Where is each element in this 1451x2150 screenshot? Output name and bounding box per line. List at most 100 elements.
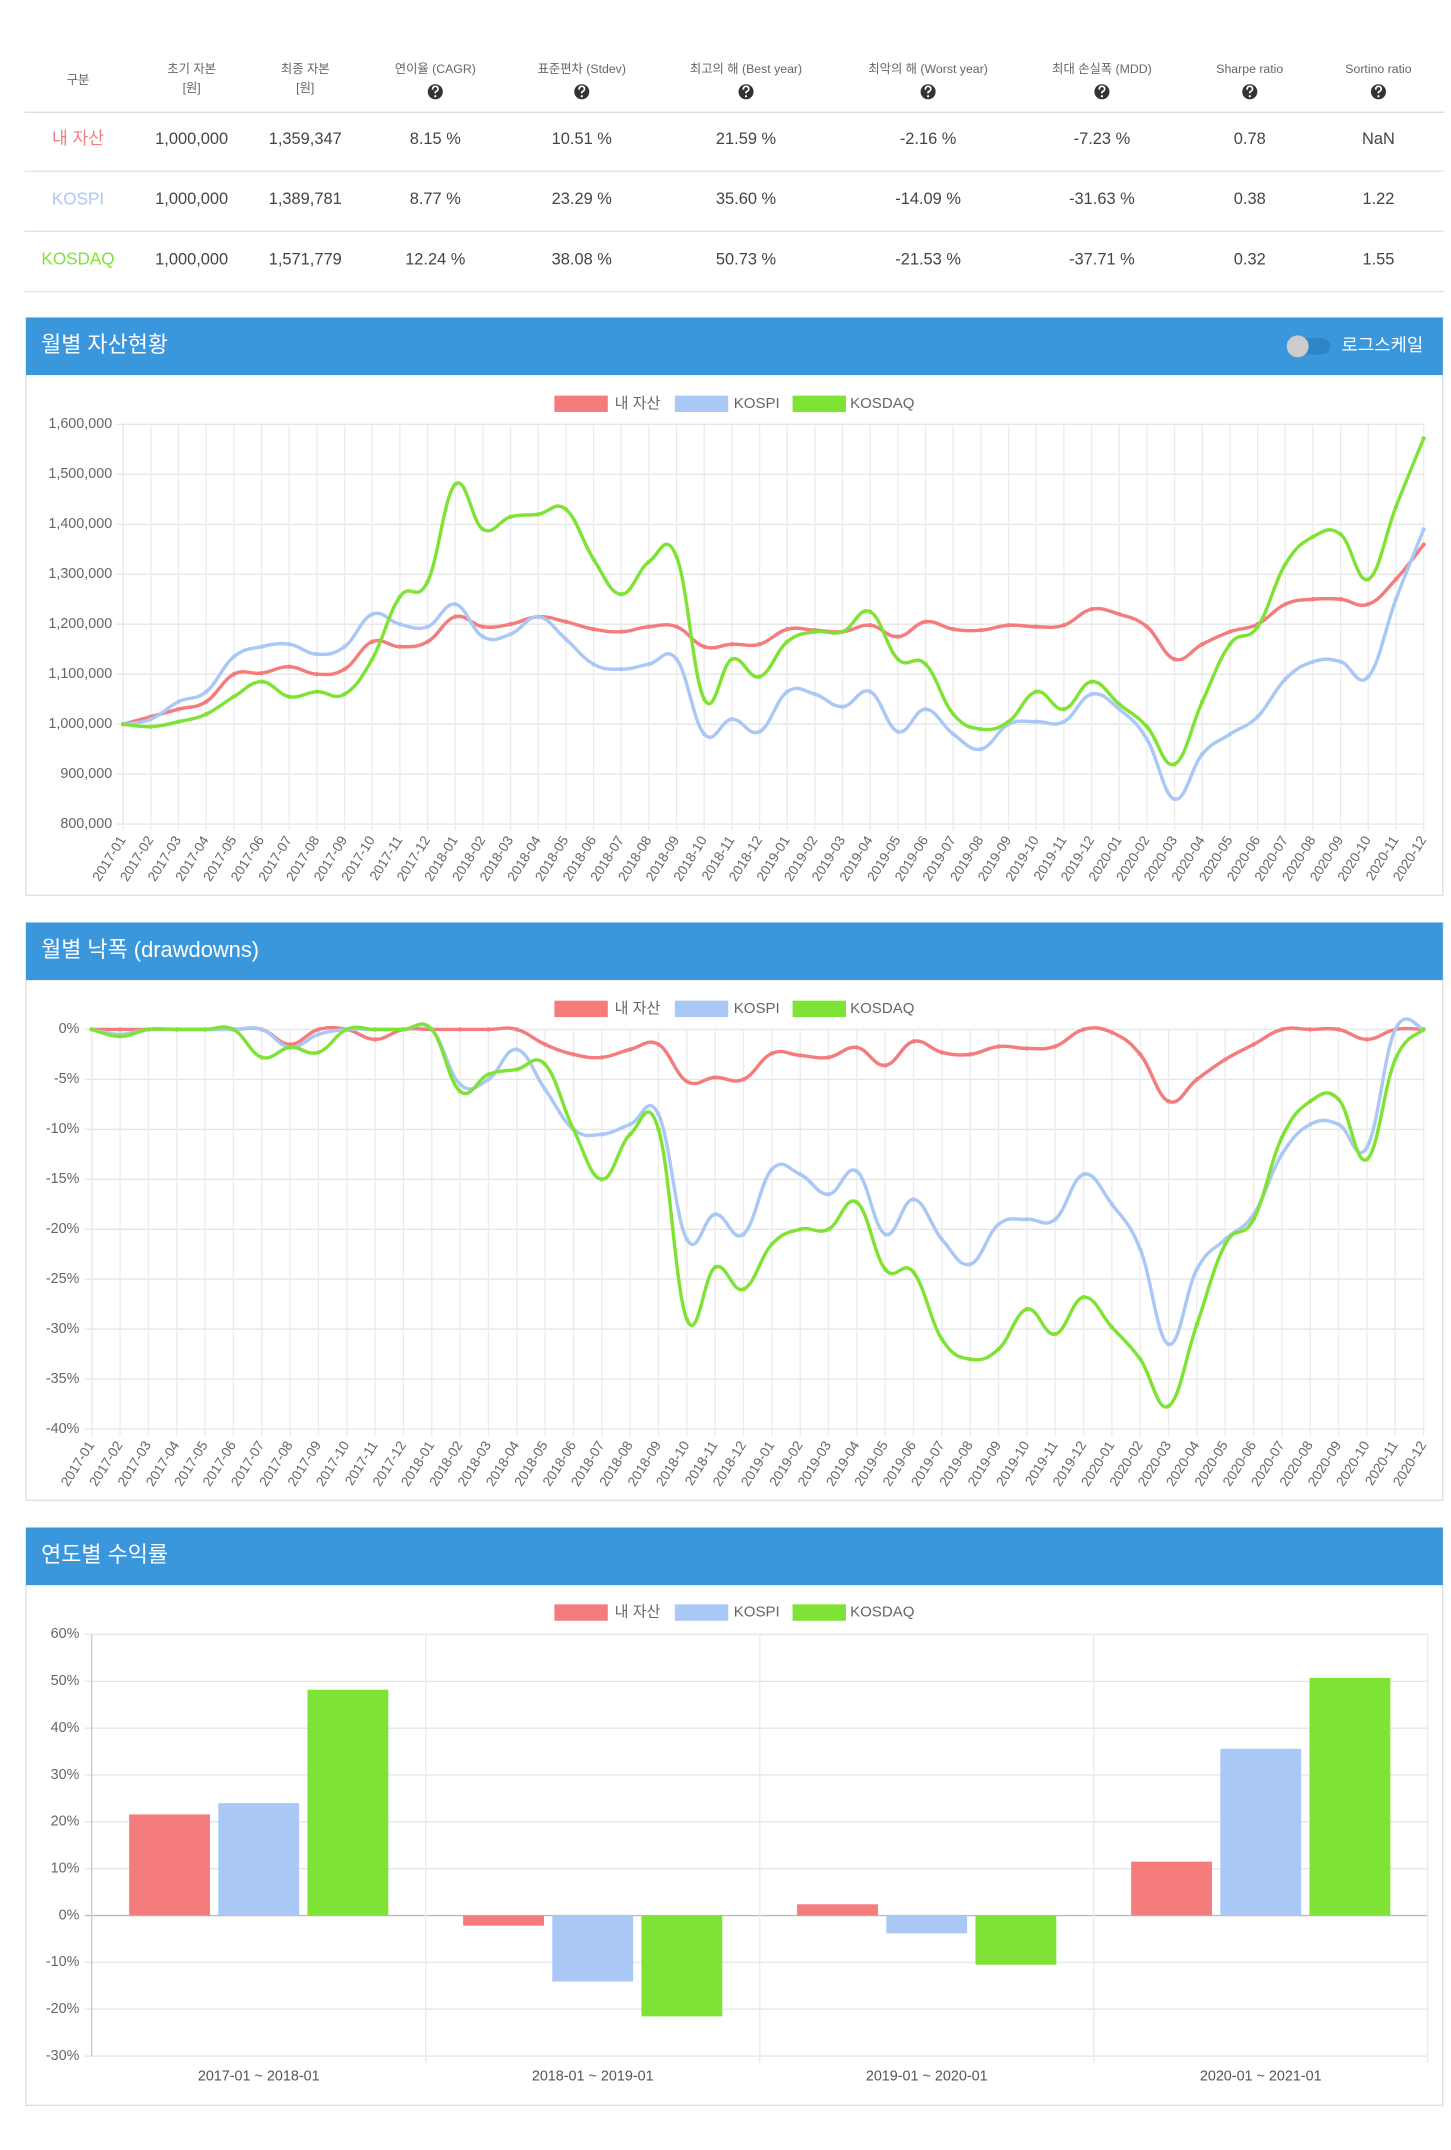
table-header: [원] — [296, 81, 314, 95]
legend-label: 내 자산 — [615, 395, 661, 412]
legend-label: KOSPI — [734, 395, 780, 412]
legend-label: KOSPI — [734, 1604, 780, 1621]
point — [1117, 706, 1122, 712]
point — [1283, 677, 1288, 682]
point — [508, 622, 513, 627]
point — [287, 642, 292, 647]
point — [619, 592, 624, 597]
panel-header — [26, 1527, 1443, 1586]
point — [117, 1027, 123, 1032]
point — [259, 671, 264, 676]
point — [1308, 1027, 1313, 1032]
point — [1336, 1122, 1341, 1127]
point — [1421, 542, 1426, 547]
point — [1061, 706, 1067, 712]
point — [895, 729, 901, 734]
y-tick-label: 1,300,000 — [48, 566, 112, 582]
point — [619, 629, 624, 634]
point — [1310, 534, 1316, 539]
point — [1081, 1295, 1086, 1300]
point — [656, 1112, 661, 1117]
point — [287, 694, 292, 699]
point — [425, 579, 430, 584]
y-tick-label: -30% — [46, 1321, 80, 1337]
point — [174, 1027, 179, 1032]
bar — [886, 1915, 968, 1934]
point — [797, 1053, 803, 1058]
point — [536, 614, 541, 619]
series-line — [91, 1017, 1425, 1346]
point — [599, 1055, 604, 1060]
point — [939, 1337, 945, 1342]
y-tick-label: 30% — [51, 1767, 80, 1783]
point — [785, 639, 790, 644]
point — [1061, 719, 1067, 724]
point — [342, 691, 347, 697]
point — [571, 1052, 576, 1057]
point — [314, 689, 320, 694]
point — [1223, 1242, 1228, 1247]
point — [978, 746, 984, 752]
point — [684, 1237, 690, 1242]
table-cell: 1.55 — [1362, 250, 1394, 268]
point — [1366, 674, 1371, 679]
point — [1172, 796, 1177, 802]
table-cell: 8.77 % — [410, 190, 461, 208]
point — [1034, 719, 1039, 724]
point — [826, 1192, 831, 1197]
bar — [975, 1915, 1057, 1965]
point — [1279, 1152, 1285, 1157]
bar — [463, 1915, 544, 1926]
point — [646, 559, 652, 564]
point — [401, 1027, 406, 1032]
point — [231, 654, 237, 659]
point — [146, 1027, 151, 1032]
point — [797, 1172, 803, 1177]
point — [968, 1052, 973, 1057]
point — [397, 622, 403, 627]
point — [480, 527, 486, 532]
point — [712, 1075, 718, 1080]
point — [741, 1077, 746, 1082]
table-header: 최고의 해 (Best year) — [690, 62, 802, 76]
toggle-knob[interactable] — [1286, 335, 1309, 358]
point — [1166, 1403, 1171, 1409]
point — [397, 644, 403, 649]
table-header: 구분 — [67, 73, 90, 87]
point — [684, 1079, 690, 1084]
table-cell: NaN — [1362, 130, 1395, 148]
legend-swatch — [792, 1604, 846, 1621]
point — [1251, 1217, 1256, 1222]
legend-label: 내 자산 — [615, 1604, 661, 1621]
point — [425, 639, 430, 644]
table-cell: 1,000,000 — [155, 190, 228, 208]
point — [287, 664, 292, 669]
bar — [797, 1904, 878, 1916]
point — [457, 1082, 463, 1087]
series-line — [91, 1025, 1424, 1104]
point — [1200, 699, 1205, 704]
point — [1138, 1247, 1143, 1252]
point — [741, 1287, 746, 1292]
point — [1251, 1042, 1256, 1047]
y-tick-label: 1,200,000 — [48, 616, 112, 632]
point — [1144, 724, 1150, 729]
point — [996, 1044, 1001, 1049]
bar — [552, 1915, 634, 1982]
point — [883, 1267, 888, 1272]
y-tick-label: -35% — [46, 1371, 80, 1387]
legend-swatch — [792, 395, 846, 413]
point — [1194, 1322, 1200, 1327]
point — [429, 1027, 434, 1032]
point — [202, 1027, 208, 1032]
point — [599, 1132, 604, 1137]
point — [1227, 629, 1233, 634]
point — [1089, 679, 1094, 684]
legend-label: 내 자산 — [615, 1000, 661, 1017]
point — [868, 609, 873, 614]
point — [1227, 731, 1233, 737]
point — [342, 644, 347, 649]
point — [854, 1200, 860, 1205]
point — [1283, 562, 1288, 567]
